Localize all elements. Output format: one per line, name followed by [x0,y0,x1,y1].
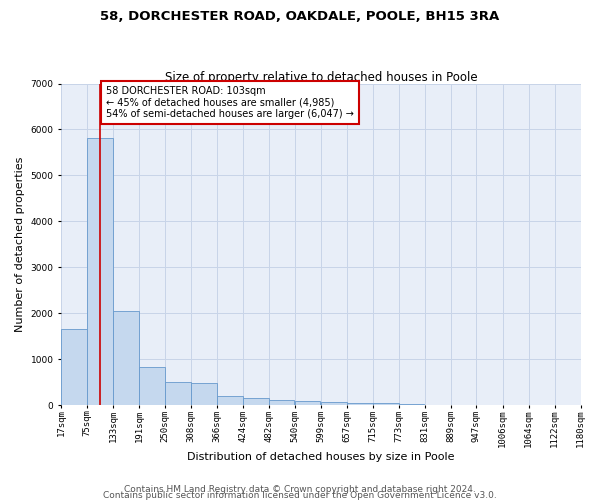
Bar [191,383,217,405]
Bar [139,367,164,405]
Bar [243,398,269,405]
Bar [295,401,320,405]
Bar [425,404,451,405]
Bar [347,402,373,405]
Y-axis label: Number of detached properties: Number of detached properties [15,156,25,332]
Text: Contains HM Land Registry data © Crown copyright and database right 2024.: Contains HM Land Registry data © Crown c… [124,484,476,494]
Bar [269,400,295,405]
Bar [113,311,139,405]
Bar [61,330,87,405]
Title: Size of property relative to detached houses in Poole: Size of property relative to detached ho… [164,70,477,84]
X-axis label: Distribution of detached houses by size in Poole: Distribution of detached houses by size … [187,452,455,462]
Text: Contains public sector information licensed under the Open Government Licence v3: Contains public sector information licen… [103,490,497,500]
Text: 58 DORCHESTER ROAD: 103sqm
← 45% of detached houses are smaller (4,985)
54% of s: 58 DORCHESTER ROAD: 103sqm ← 45% of deta… [106,86,354,119]
Text: 58, DORCHESTER ROAD, OAKDALE, POOLE, BH15 3RA: 58, DORCHESTER ROAD, OAKDALE, POOLE, BH1… [100,10,500,23]
Bar [166,382,191,405]
Bar [217,396,242,405]
Bar [373,403,398,405]
Bar [322,402,347,405]
Bar [399,404,424,405]
Bar [88,138,113,405]
